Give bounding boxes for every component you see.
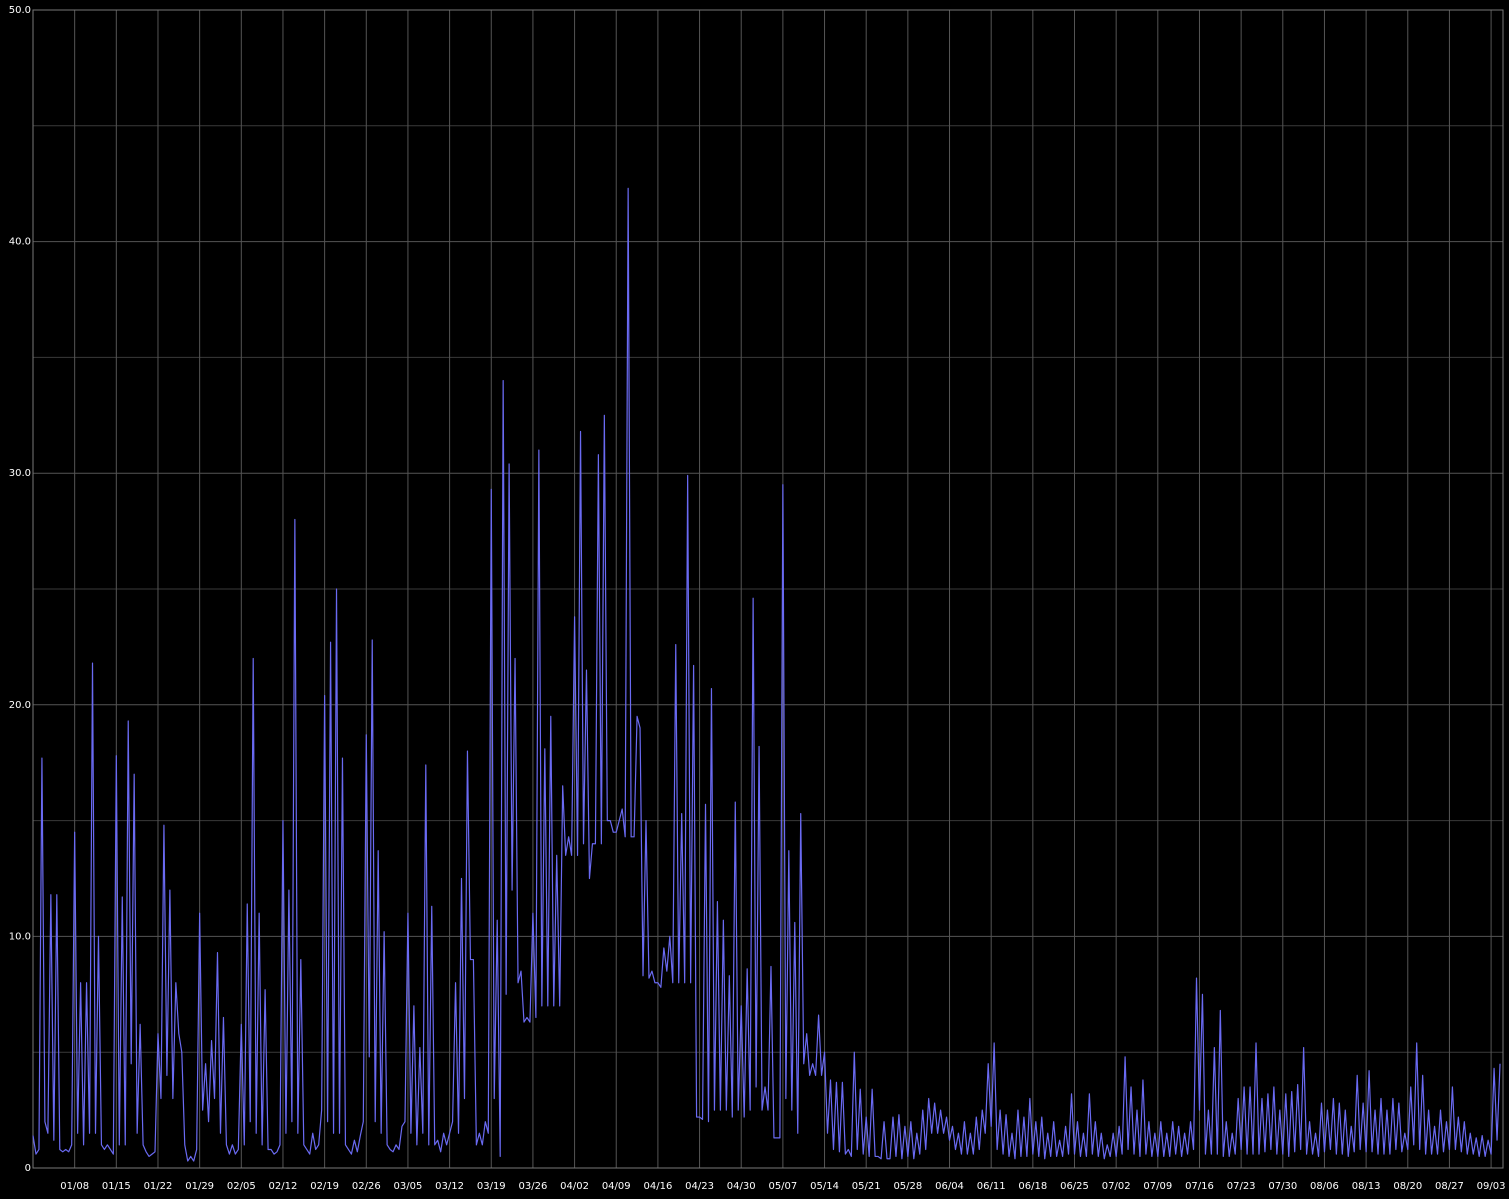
x-tick-label: 02/19 [310,1181,339,1192]
x-tick-label: 06/11 [977,1181,1006,1192]
x-tick-label: 01/15 [102,1181,131,1192]
plot-frame [32,9,1504,1169]
x-tick-label: 02/26 [352,1181,381,1192]
x-tick-label: 04/23 [685,1181,714,1192]
x-tick-label: 08/13 [1352,1181,1381,1192]
y-tick-label: 40.0 [9,237,31,248]
x-tick-label: 03/12 [435,1181,464,1192]
x-tick-label: 08/06 [1310,1181,1339,1192]
y-tick-label: 50.0 [9,5,31,16]
data-line [32,187,1501,1162]
x-tick-label: 06/18 [1018,1181,1047,1192]
x-tick-label: 01/22 [144,1181,173,1192]
x-tick-label: 07/02 [1102,1181,1131,1192]
y-tick-label: 20.0 [9,700,31,711]
x-tick-label: 04/02 [560,1181,589,1192]
x-tick-label: 09/03 [1477,1181,1506,1192]
x-tick-label: 06/25 [1060,1181,1089,1192]
x-tick-label: 08/20 [1393,1181,1422,1192]
x-tick-label: 03/19 [477,1181,506,1192]
x-tick-label: 02/05 [227,1181,256,1192]
x-tick-label: 03/26 [519,1181,548,1192]
x-tick-label: 05/28 [893,1181,922,1192]
x-tick-label: 07/23 [1227,1181,1256,1192]
x-tick-label: 04/16 [643,1181,672,1192]
x-tick-label: 07/16 [1185,1181,1214,1192]
x-tick-label: 05/14 [810,1181,839,1192]
x-tick-label: 07/09 [1143,1181,1172,1192]
x-tick-label: 07/30 [1268,1181,1297,1192]
x-tick-label: 02/12 [269,1181,298,1192]
x-tick-label: 06/04 [935,1181,964,1192]
y-tick-label: 0 [25,1163,31,1174]
x-tick-label: 01/29 [185,1181,214,1192]
x-tick-label: 03/05 [394,1181,423,1192]
x-tick-label: 08/27 [1435,1181,1464,1192]
x-tick-label: 05/21 [852,1181,881,1192]
x-tick-label: 01/08 [60,1181,89,1192]
y-tick-label: 30.0 [9,468,31,479]
x-tick-label: 05/07 [768,1181,797,1192]
y-tick-label: 10.0 [9,931,31,942]
x-tick-label: 04/30 [727,1181,756,1192]
x-tick-label: 04/09 [602,1181,631,1192]
